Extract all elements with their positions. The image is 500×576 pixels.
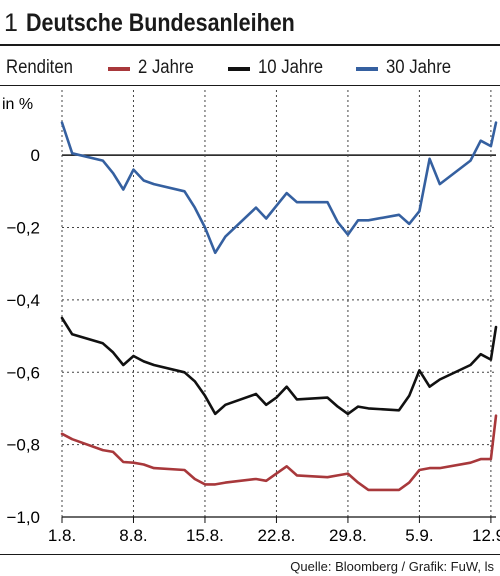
x-tick-label: 5.9. (405, 526, 433, 545)
x-tick-label: 8.8. (119, 526, 147, 545)
legend-label: 2 Jahre (138, 57, 194, 78)
y-tick-label: −0,2 (6, 219, 40, 238)
y-axis: 0 −0,2 −0,4 −0,6 −0,8 −1,0 (6, 146, 40, 527)
x-tick-label: 1.8. (48, 526, 76, 545)
chart-title: Deutsche Bundesanleihen (26, 9, 295, 37)
y-tick-label: −1,0 (6, 508, 40, 527)
legend: Renditen 2 Jahre 10 Jahre 30 Jahre (0, 52, 500, 84)
y-tick-label: −0,8 (6, 436, 40, 455)
legend-swatch (108, 67, 130, 71)
grid (61, 90, 496, 518)
legend-label: 30 Jahre (386, 57, 452, 78)
x-tick-label: 22.8. (258, 526, 296, 545)
title-rule (0, 44, 500, 46)
x-tick-label: 12.9. (472, 526, 500, 545)
legend-label: 10 Jahre (258, 57, 324, 78)
series-line-10-jahre (60, 316, 498, 416)
y-unit-label: in % (2, 96, 33, 113)
y-tick-label: 0 (31, 146, 40, 165)
chart-header: 1 Deutsche Bundesanleihen (0, 0, 500, 52)
line-chart: in % 0 −0,2 −0,4 −0,6 −0,8 −1,0 1.8. 8.8. 15.8.… (2, 90, 500, 545)
y-tick-label: −0,4 (6, 291, 40, 310)
series-line-2-jahre (60, 414, 498, 492)
source-note: Quelle: Bloomberg / Grafik: FuW, ls (290, 559, 494, 574)
legend-swatch (228, 67, 250, 71)
x-axis: 1.8. 8.8. 15.8. 22.8. 29.8. 5.9. 12.9. (48, 516, 500, 545)
legend-swatch (356, 67, 378, 71)
chart-number: 1 (4, 9, 18, 37)
series-line-30-jahre (60, 121, 498, 255)
series-layer (60, 121, 498, 492)
x-tick-label: 15.8. (186, 526, 224, 545)
source-rule (0, 554, 500, 555)
legend-caption: Renditen (6, 57, 73, 78)
x-tick-label: 29.8. (329, 526, 367, 545)
y-tick-label: −0,6 (6, 363, 40, 382)
legend-rule (0, 85, 500, 86)
